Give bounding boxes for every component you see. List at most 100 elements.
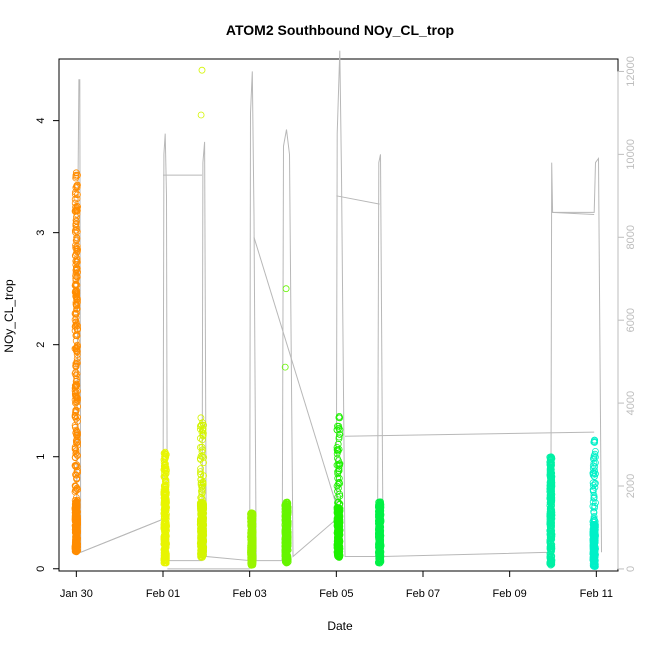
altitude-connector-7	[551, 211, 595, 215]
data-point	[197, 547, 205, 555]
data-point	[375, 537, 383, 545]
data-point	[161, 452, 169, 460]
data-point	[73, 272, 81, 280]
data-point	[249, 559, 257, 567]
data-point	[334, 536, 342, 544]
data-point	[548, 535, 556, 543]
data-point	[590, 526, 598, 534]
data-point	[199, 538, 207, 546]
data-point	[162, 476, 170, 484]
data-point	[72, 450, 80, 457]
data-point	[71, 411, 79, 419]
data-point	[590, 491, 598, 499]
data-point	[334, 457, 342, 465]
data-point	[248, 521, 256, 528]
data-point	[73, 392, 80, 400]
data-point	[197, 479, 205, 487]
data-point	[73, 305, 80, 313]
data-point	[335, 465, 343, 473]
data-point	[161, 550, 169, 558]
data-point	[71, 190, 79, 198]
data-point	[198, 436, 206, 444]
data-point	[161, 536, 169, 544]
data-point	[546, 523, 554, 531]
x-tick-label: Feb 11	[580, 588, 613, 600]
data-point	[73, 541, 81, 549]
y-axis-right: 0 2000 4000 6000 8000 10000 12000	[617, 56, 637, 572]
x-tick-label: Feb 01	[146, 588, 180, 600]
data-point	[162, 559, 170, 567]
data-point	[200, 453, 208, 461]
data-point	[74, 431, 81, 439]
data-point	[546, 545, 554, 553]
data-point	[72, 344, 80, 352]
data-point	[161, 493, 169, 501]
data-point	[197, 493, 205, 501]
data-point	[283, 514, 290, 522]
data-point	[72, 406, 80, 414]
data-point	[336, 518, 344, 526]
flight-4-points	[247, 509, 257, 569]
data-point	[196, 454, 204, 462]
data-point	[72, 547, 79, 555]
data-point	[73, 351, 81, 359]
data-point	[198, 443, 206, 451]
data-point	[72, 188, 79, 196]
data-point	[282, 498, 290, 506]
data-point	[590, 508, 598, 516]
y-right-tick-label: 6000	[625, 308, 637, 332]
y-tick-label: 4	[35, 118, 47, 124]
data-point	[247, 544, 255, 552]
data-point	[548, 477, 556, 485]
data-point	[161, 448, 169, 456]
data-point	[160, 540, 168, 547]
data-point	[71, 199, 79, 207]
data-point	[282, 501, 290, 509]
data-point	[73, 475, 81, 483]
data-point	[72, 237, 80, 245]
data-point	[72, 482, 80, 490]
data-point	[548, 466, 555, 473]
data-point	[73, 332, 81, 340]
data-point	[335, 445, 343, 453]
data-point	[200, 503, 208, 511]
data-point	[548, 552, 556, 560]
x-tick-label: Jan 30	[60, 588, 93, 600]
data-point	[335, 542, 343, 549]
data-point	[336, 430, 344, 438]
data-point	[71, 454, 79, 462]
data-point	[590, 494, 598, 502]
data-point	[73, 500, 81, 508]
data-point	[281, 552, 289, 560]
data-point	[71, 207, 79, 215]
data-point	[591, 561, 599, 569]
data-point	[198, 486, 206, 494]
y-axis-left: 0 1 2 3 4	[35, 118, 60, 572]
data-point	[197, 476, 205, 484]
data-point	[161, 527, 169, 534]
data-point	[375, 503, 383, 511]
data-point	[335, 553, 343, 561]
data-point	[199, 446, 207, 454]
data-point	[73, 265, 81, 273]
data-point	[590, 455, 597, 463]
data-point	[71, 505, 79, 512]
flight-2-points	[160, 448, 170, 567]
data-point	[72, 372, 80, 380]
data-point	[547, 532, 555, 539]
data-point	[248, 527, 256, 535]
data-point	[197, 551, 205, 559]
outlier-point	[197, 111, 205, 119]
data-point	[247, 516, 255, 523]
y-right-tick-label: 8000	[625, 225, 637, 249]
data-point	[73, 521, 81, 529]
data-point	[73, 484, 81, 492]
data-point	[72, 503, 80, 511]
data-point	[335, 504, 343, 512]
data-point	[590, 469, 597, 477]
data-point	[546, 530, 554, 538]
data-point	[546, 492, 554, 500]
data-point	[282, 549, 290, 557]
data-point	[160, 509, 168, 517]
